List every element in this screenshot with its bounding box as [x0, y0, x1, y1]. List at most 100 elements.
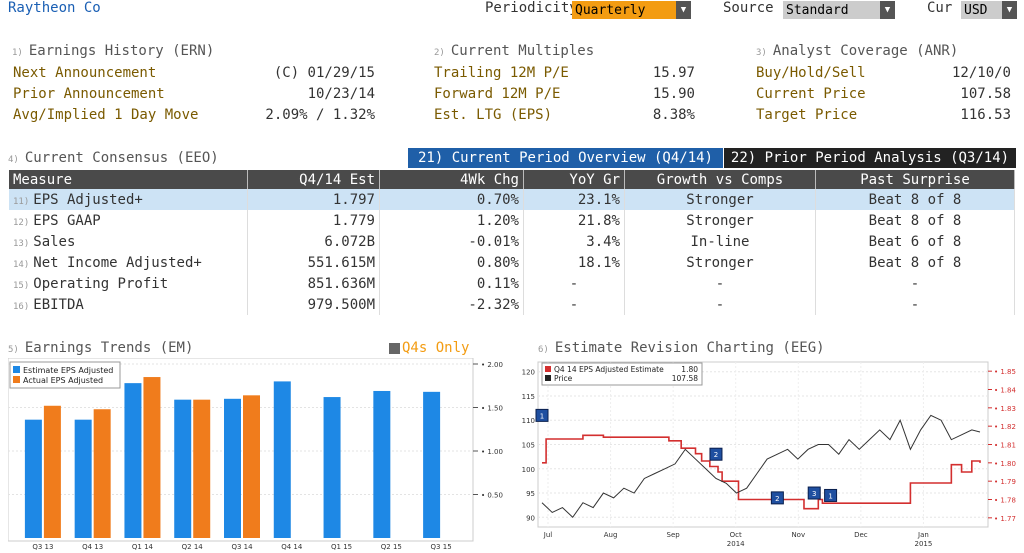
bar-actual	[43, 405, 61, 538]
four-week-change-cell: 0.70%	[379, 189, 524, 210]
avg-move-label: Avg/Implied 1 Day Move	[13, 107, 199, 123]
x-tick-label: Q3 15	[431, 543, 452, 551]
estimate-revision-chart: 1 2 2 3 1 90 95 100 105 110 115 120 • 1.77 • 1.78 • …	[522, 361, 1016, 548]
tab-prior-period[interactable]: 22) Prior Period Analysis (Q3/14)	[724, 148, 1016, 168]
four-week-change-cell: 1.20%	[379, 210, 524, 231]
growth-vs-comps-cell: Stronger	[624, 210, 816, 231]
left-axis-label: 95	[526, 490, 535, 498]
series-line-price	[541, 414, 981, 519]
y-tick-label: • 0.50	[481, 492, 503, 500]
ern-section-header[interactable]: 1) Earnings History (ERN)	[12, 43, 214, 59]
bar-estimate	[74, 419, 92, 538]
yoy-growth-cell: 21.8%	[523, 210, 625, 231]
measure-cell[interactable]: 11) EPS Adjusted+	[9, 189, 248, 210]
x-tick-label: Q2 14	[182, 543, 204, 551]
bar-estimate	[24, 419, 42, 538]
measure-cell[interactable]: 15) Operating Profit	[9, 273, 248, 294]
chevron-down-icon: ▼	[676, 1, 691, 19]
legend-swatch-estimate	[13, 366, 20, 373]
consensus-section-header[interactable]: 4) Current Consensus (EEO)	[8, 150, 219, 166]
col-4wk-chg[interactable]: 4Wk Chg	[379, 170, 524, 189]
four-week-change-cell: -0.01%	[379, 231, 524, 252]
row-number: 16)	[13, 301, 30, 312]
x-tick-label: Q2 15	[381, 543, 402, 551]
periodicity-select[interactable]: Quarterly ▼	[572, 1, 691, 19]
ltg-label: Est. LTG (EPS)	[434, 107, 553, 123]
estimate-cell: 979.500M	[247, 294, 380, 315]
trailing-pe-value: 15.97	[652, 65, 695, 81]
estimate-cell: 551.615M	[247, 252, 380, 273]
trailing-pe-label: Trailing 12M P/E	[434, 65, 569, 81]
anr-section-header[interactable]: 3) Analyst Coverage (ANR)	[756, 43, 958, 59]
chevron-down-icon: ▼	[1002, 1, 1017, 19]
col-past-surprise[interactable]: Past Surprise	[815, 170, 1015, 189]
currency-select[interactable]: USD ▼	[961, 1, 1017, 19]
section-number: 2)	[434, 48, 445, 58]
table-row[interactable]: 12) EPS GAAP 1.779 1.20% 21.8% Stronger Beat 8…	[9, 210, 1015, 231]
event-marker[interactable]	[770, 491, 784, 505]
table-row[interactable]: 14) Net Income Adjusted+ 551.615M 0.80% 18.1…	[9, 252, 1015, 273]
col-growth-vs-comps[interactable]: Growth vs Comps	[624, 170, 816, 189]
legend-box	[541, 362, 703, 386]
ltg-value: 8.38%	[652, 107, 695, 123]
event-marker[interactable]	[824, 488, 838, 502]
four-week-change-cell: 0.11%	[379, 273, 524, 294]
tab-current-period[interactable]: 21) Current Period Overview (Q4/14)	[408, 148, 723, 168]
bar-estimate	[273, 381, 291, 538]
current-price-label: Current Price	[756, 86, 866, 102]
y-tick-label: • 2.00	[481, 361, 503, 369]
next-announcement-value: (C) 01/29/15	[273, 65, 375, 81]
measure-cell[interactable]: 16) EBITDA	[9, 294, 248, 315]
measure-cell[interactable]: 12) EPS GAAP	[9, 210, 248, 231]
trends-section-header[interactable]: 5) Earnings Trends (EM)	[8, 340, 193, 356]
x-tick-label: Jul	[543, 531, 553, 539]
bar-estimate	[224, 398, 241, 538]
measure-cell[interactable]: 14) Net Income Adjusted+	[9, 252, 248, 273]
measure-cell[interactable]: 13) Sales	[9, 231, 248, 252]
row-number: 12)	[13, 217, 30, 228]
four-week-change-cell: -2.32%	[379, 294, 524, 315]
table-row[interactable]: 11) EPS Adjusted+ 1.797 0.70% 23.1% Stronger B…	[9, 189, 1015, 210]
yoy-growth-cell: 3.4%	[523, 231, 625, 252]
chevron-down-icon: ▼	[880, 1, 895, 19]
estimate-cell: 1.797	[247, 189, 380, 210]
x-tick-label: Oct	[730, 531, 742, 539]
event-marker-label: 1	[540, 412, 544, 420]
col-yoy-gr[interactable]: YoY Gr	[523, 170, 625, 189]
table-row[interactable]: 16) EBITDA 979.500M -2.32% - - -	[9, 294, 1015, 315]
section-number: 3)	[756, 48, 767, 58]
section-title: Current Multiples	[450, 43, 595, 59]
x-tick-label: Jan	[917, 531, 929, 539]
source-select[interactable]: Standard ▼	[783, 1, 895, 19]
yoy-growth-cell: 18.1%	[523, 252, 625, 273]
growth-vs-comps-cell: Stronger	[624, 252, 816, 273]
periodicity-label: Periodicity	[485, 0, 578, 16]
table-row[interactable]: 15) Operating Profit 851.636M 0.11% - - -	[9, 273, 1015, 294]
past-surprise-cell: Beat 6 of 8	[815, 231, 1015, 252]
legend-estimate-label: Estimate EPS Adjusted	[23, 366, 113, 375]
event-marker[interactable]	[807, 486, 821, 500]
measure-name: EBITDA	[33, 296, 84, 313]
x-tick-label: Aug	[604, 531, 618, 539]
legend-estimate-value: 1.80	[681, 365, 698, 374]
event-marker[interactable]	[709, 447, 723, 461]
past-surprise-cell: Beat 8 of 8	[815, 210, 1015, 231]
event-marker[interactable]	[535, 408, 549, 422]
measure-name: Sales	[33, 233, 76, 250]
table-row[interactable]: 13) Sales 6.072B -0.01% 3.4% In-line Beat 6 of…	[9, 231, 1015, 252]
q4s-only-toggle[interactable]: Q4s Only	[389, 340, 469, 356]
event-marker-label: 3	[812, 490, 816, 498]
right-axis-label: • 1.78	[994, 497, 1016, 505]
measure-name: EPS GAAP	[33, 212, 101, 229]
col-measure[interactable]: Measure	[9, 170, 248, 189]
legend-swatch-actual	[13, 376, 20, 383]
row-number: 15)	[13, 280, 30, 291]
bar-estimate	[423, 391, 441, 538]
x-tick-label: Q4 13	[82, 543, 103, 551]
revision-section-header[interactable]: 6) Estimate Revision Charting (EEG)	[538, 340, 825, 356]
section-title: Earnings History (ERN)	[28, 43, 215, 59]
multiples-section-header[interactable]: 2) Current Multiples	[434, 43, 594, 59]
consensus-table: Measure Q4/14 Est 4Wk Chg YoY Gr Growth …	[9, 170, 1015, 315]
col-estimate[interactable]: Q4/14 Est	[247, 170, 380, 189]
bar-actual	[93, 409, 111, 538]
